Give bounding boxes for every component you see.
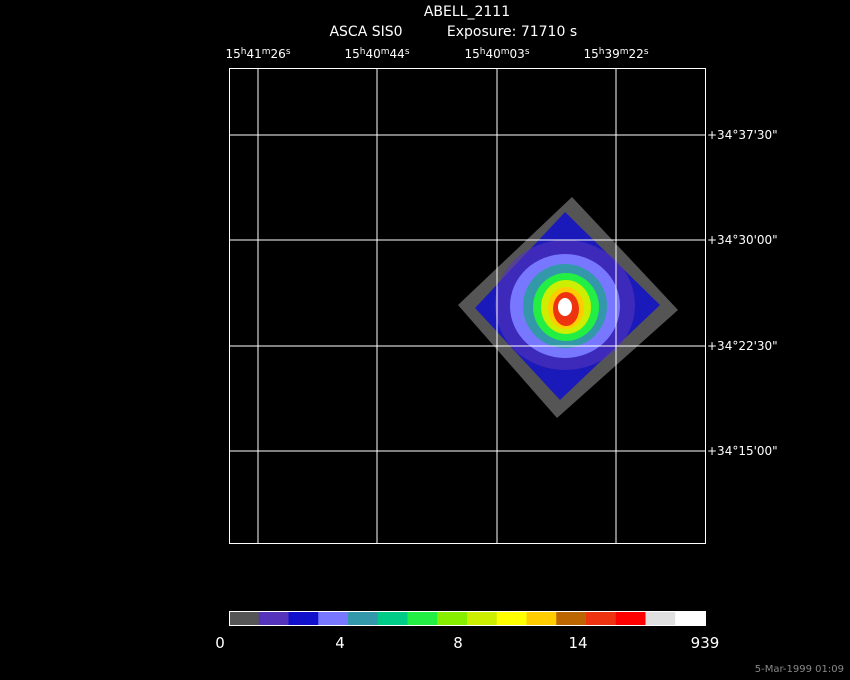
dec-label: +34°30'00" bbox=[707, 233, 778, 247]
dec-label: +34°37'30" bbox=[707, 128, 778, 142]
ra-value: 41 bbox=[246, 47, 261, 61]
ra-unit: h bbox=[480, 47, 486, 57]
colorbar-swatch bbox=[645, 611, 676, 625]
ra-label: 15h41m26s bbox=[225, 47, 290, 61]
colorbar-swatch bbox=[348, 611, 379, 625]
coordinate-grid bbox=[229, 68, 705, 543]
title: ABELL_2111 bbox=[424, 4, 510, 20]
colorbar-frame bbox=[229, 611, 706, 626]
ra-value: 40 bbox=[485, 47, 500, 61]
colorbar-swatch bbox=[615, 611, 646, 625]
ra-unit: s bbox=[525, 47, 530, 57]
ra-unit: m bbox=[262, 47, 271, 57]
ra-label: 15h40m03s bbox=[464, 47, 529, 61]
ra-unit: h bbox=[360, 47, 366, 57]
colorbar-swatch bbox=[437, 611, 468, 625]
ra-value: 44 bbox=[390, 47, 405, 61]
ra-unit: h bbox=[241, 47, 247, 57]
instrument: ASCA SIS0 bbox=[329, 24, 402, 40]
ra-value: 39 bbox=[604, 47, 619, 61]
colorbar-swatch bbox=[229, 611, 260, 625]
image-blob bbox=[558, 298, 572, 316]
colorbar-swatch bbox=[407, 611, 438, 625]
ra-value: 15 bbox=[464, 47, 479, 61]
colorbar-label: 4 bbox=[335, 634, 345, 652]
ra-unit: m bbox=[501, 47, 510, 57]
exposure: Exposure: 71710 s bbox=[447, 24, 577, 40]
ra-unit: s bbox=[286, 47, 291, 57]
ra-value: 40 bbox=[365, 47, 380, 61]
image bbox=[458, 197, 678, 418]
colorbar-swatch bbox=[288, 611, 319, 625]
date-stamp: 5-Mar-1999 01:09 bbox=[755, 664, 844, 675]
colorbar-swatch bbox=[496, 611, 527, 625]
ra-unit: m bbox=[381, 47, 390, 57]
colorbar-label: 14 bbox=[568, 634, 587, 652]
colorbar-swatch bbox=[377, 611, 408, 625]
ra-value: 03 bbox=[510, 47, 525, 61]
plot-frame bbox=[229, 68, 706, 544]
colorbar-label: 0 bbox=[215, 634, 225, 652]
ra-unit: h bbox=[599, 47, 605, 57]
colorbar-swatch bbox=[586, 611, 617, 625]
ra-value: 26 bbox=[271, 47, 286, 61]
colorbar-label: 8 bbox=[453, 634, 463, 652]
ra-value: 15 bbox=[225, 47, 240, 61]
dec-label: +34°15'00" bbox=[707, 444, 778, 458]
colorbar-label: 939 bbox=[691, 634, 720, 652]
colorbar-swatch bbox=[526, 611, 557, 625]
ra-label: 15h39m22s bbox=[583, 47, 648, 61]
ra-unit: m bbox=[620, 47, 629, 57]
ra-value: 15 bbox=[583, 47, 598, 61]
colorbar-swatch bbox=[556, 611, 587, 625]
ra-unit: s bbox=[405, 47, 410, 57]
ra-label: 15h40m44s bbox=[344, 47, 409, 61]
colorbar-swatch bbox=[258, 611, 289, 625]
ra-value: 15 bbox=[344, 47, 359, 61]
colorbar-swatch bbox=[318, 611, 349, 625]
ra-unit: s bbox=[644, 47, 649, 57]
colorbar-swatch bbox=[675, 611, 706, 625]
colorbar-swatch bbox=[467, 611, 498, 625]
ra-value: 22 bbox=[629, 47, 644, 61]
dec-label: +34°22'30" bbox=[707, 339, 778, 353]
